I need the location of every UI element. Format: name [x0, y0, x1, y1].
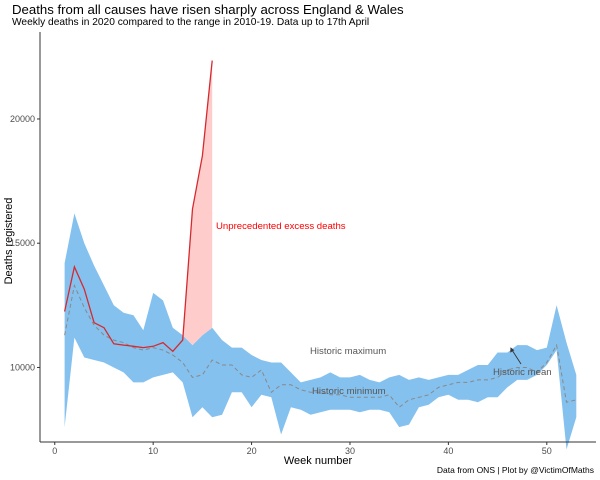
chart-subtitle: Weekly deaths in 2020 compared to the ra…: [12, 17, 370, 28]
y-tick-label-15000: 15000: [10, 238, 35, 248]
annotation-historic-mean: Historic mean: [493, 367, 552, 378]
x-tick-label-10: 10: [148, 446, 158, 456]
x-axis-title: Week number: [284, 455, 353, 467]
line-2020: [63, 60, 213, 353]
annotation-historic-minimum: Historic minimum: [312, 386, 386, 397]
historic-mean-arrow: [511, 349, 522, 365]
x-tick-label-50: 50: [542, 446, 552, 456]
x-tick-label-20: 20: [247, 446, 257, 456]
y-axis-title: Deaths registered: [3, 198, 15, 285]
excess-deaths-area: [64, 60, 213, 346]
x-tick-label-0: 0: [52, 446, 57, 456]
y-tick-label-10000: 10000: [10, 362, 35, 372]
y-tick-label-20000: 20000: [10, 114, 35, 124]
series-lines-group: [63, 60, 577, 408]
historic-range-area-group: [64, 213, 577, 450]
historic-mean-arrowhead: [510, 347, 515, 353]
annotation-historic-maximum: Historic maximum: [310, 346, 386, 357]
historic-mean-line: [64, 283, 577, 408]
historic-range-ribbon: [64, 213, 577, 450]
excess-area-group: [64, 60, 213, 346]
chart-title: Deaths from all causes have risen sharpl…: [12, 2, 404, 17]
x-tick-label-40: 40: [443, 446, 453, 456]
annotation-excess-deaths: Unprecedented excess deaths: [216, 221, 346, 232]
x-tick-label-30: 30: [345, 446, 355, 456]
axes-group: 0 10 20 30 40 50 10000 15000 20000: [10, 32, 596, 456]
chart-caption: Data from ONS | Plot by @VictimOfMaths: [436, 465, 594, 475]
